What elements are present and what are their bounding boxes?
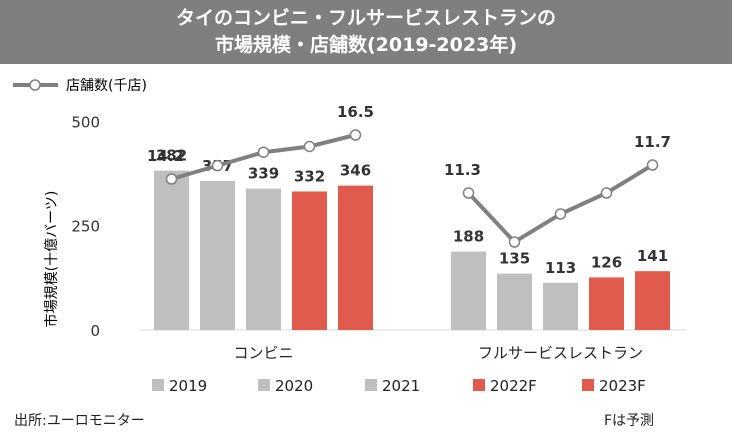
category-label: コンビニ bbox=[233, 344, 293, 362]
y-tick-label: 0 bbox=[90, 322, 100, 340]
bar bbox=[154, 170, 189, 330]
bar bbox=[589, 277, 624, 330]
store-count-point bbox=[211, 159, 224, 172]
bar-value-label: 141 bbox=[637, 247, 668, 265]
line-legend-marker bbox=[29, 79, 41, 91]
bar bbox=[292, 191, 327, 330]
bar-value-label: 135 bbox=[499, 250, 530, 268]
bar-value-label: 346 bbox=[340, 162, 371, 180]
legend-label: 2021 bbox=[382, 377, 420, 395]
bar-value-label: 113 bbox=[545, 259, 576, 277]
store-count-lines: 14.2 16.5 11.3 11.7 bbox=[147, 103, 671, 248]
bars: 382357339332346188135113126141 bbox=[154, 147, 670, 330]
bar-value-label: 332 bbox=[294, 167, 325, 185]
bar-value-label: 339 bbox=[248, 165, 279, 183]
bar-value-label: 126 bbox=[591, 253, 622, 271]
store-count-label: 14.2 bbox=[147, 147, 184, 165]
store-count-point bbox=[554, 208, 567, 220]
legend-swatch bbox=[473, 379, 485, 391]
store-count-label: 11.3 bbox=[444, 161, 481, 179]
legend-label: 2023F bbox=[599, 377, 646, 395]
category-label: フルサービスレストラン bbox=[478, 344, 643, 362]
store-count-line bbox=[467, 163, 654, 245]
line-legend: 店舗数(千店) bbox=[13, 78, 147, 94]
legend-swatch bbox=[152, 379, 164, 391]
store-count-point bbox=[165, 173, 178, 185]
store-count-point bbox=[600, 187, 613, 199]
store-count-label: 16.5 bbox=[337, 103, 374, 121]
store-count-point bbox=[349, 129, 362, 141]
store-count-point bbox=[508, 236, 521, 248]
store-count-label: 11.7 bbox=[634, 133, 671, 151]
legend-label: 2019 bbox=[169, 377, 207, 395]
bar bbox=[451, 251, 486, 330]
bar bbox=[543, 282, 578, 330]
bar bbox=[338, 185, 373, 330]
chart-title-line-2: 市場規模・店舗数(2019-2023年) bbox=[214, 34, 517, 56]
y-tick-label: 250 bbox=[71, 218, 100, 236]
store-count-point bbox=[462, 187, 475, 199]
y-axis-ticks: 0 250 500 bbox=[71, 113, 100, 340]
legend-swatch bbox=[258, 379, 270, 391]
bar bbox=[200, 181, 235, 330]
bar-value-label: 382 bbox=[156, 147, 187, 165]
legend-label: 2022F bbox=[490, 377, 537, 395]
bar bbox=[497, 273, 532, 330]
bar-value-label: 188 bbox=[453, 228, 484, 246]
bar bbox=[246, 188, 281, 330]
chart-title-bar: タイのコンビニ・フルサービスレストランの 市場規模・店舗数(2019-2023年… bbox=[0, 0, 732, 64]
store-count-point bbox=[303, 140, 316, 153]
source-note: 出所:ユーロモニター bbox=[14, 413, 145, 429]
forecast-footnote: Fは予測 bbox=[604, 413, 655, 429]
y-tick-label: 500 bbox=[71, 113, 100, 131]
chart-title-line-1: タイのコンビニ・フルサービスレストランの bbox=[175, 7, 556, 29]
legend-swatch bbox=[582, 379, 594, 391]
y-axis-label: 市場規模(十億バーツ) bbox=[43, 191, 60, 328]
line-legend-label: 店舗数(千店) bbox=[66, 78, 147, 94]
legend-label: 2020 bbox=[275, 377, 313, 395]
bar bbox=[635, 271, 670, 330]
store-count-point bbox=[257, 146, 270, 158]
series-legend: 2019 2020 2021 2022F 2023F bbox=[152, 377, 646, 395]
store-count-point bbox=[646, 159, 659, 171]
legend-swatch bbox=[365, 379, 377, 391]
category-labels: コンビニ フルサービスレストラン bbox=[233, 344, 643, 362]
